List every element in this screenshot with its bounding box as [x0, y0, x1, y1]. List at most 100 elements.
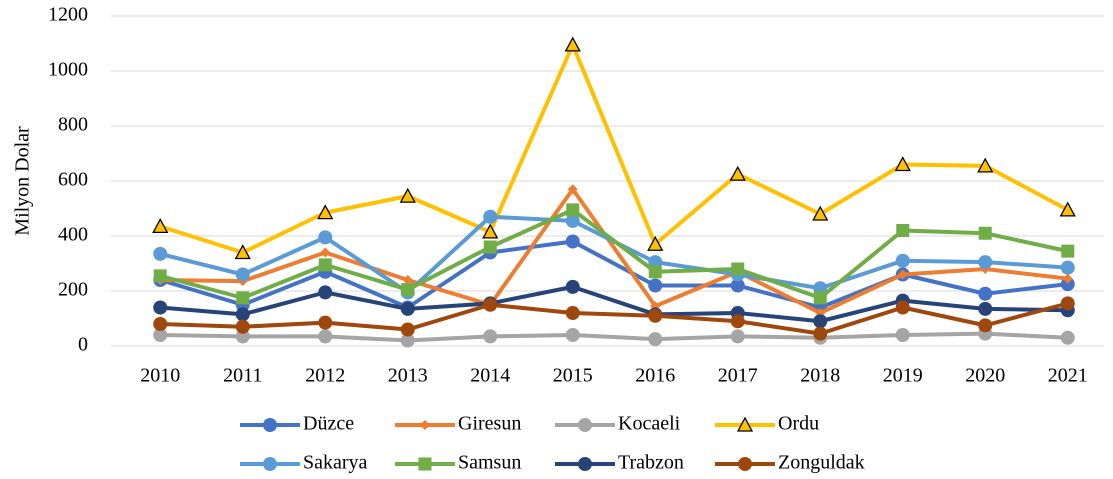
data-point	[153, 317, 168, 331]
data-point	[894, 156, 911, 172]
y-tick-label: 600	[58, 169, 88, 191]
legend-marker	[420, 420, 430, 430]
data-point	[318, 329, 333, 344]
data-point	[1060, 260, 1075, 275]
data-point	[648, 308, 663, 323]
legend-label: Düzce	[303, 413, 354, 435]
data-point	[1060, 330, 1075, 345]
data-point	[152, 218, 169, 234]
data-point	[895, 253, 910, 268]
data-point	[565, 328, 580, 342]
legend-label: Giresun	[458, 413, 521, 435]
data-point	[318, 258, 332, 272]
legend-marker	[736, 416, 754, 432]
data-point	[399, 187, 416, 203]
data-point	[402, 275, 413, 285]
data-point	[895, 300, 910, 315]
data-point	[318, 285, 333, 300]
data-point	[730, 314, 745, 329]
series-line	[159, 239, 1068, 310]
data-point	[730, 278, 745, 293]
legend-marker	[738, 457, 752, 471]
legend-label: Sakarya	[303, 452, 368, 474]
y-tick-label: 800	[58, 114, 88, 136]
series-line	[160, 331, 1068, 343]
x-tick-label: 2011	[223, 365, 262, 387]
x-tick-label: 2020	[965, 365, 1005, 387]
legend-label: Zonguldak	[778, 452, 865, 474]
x-tick-label: 2012	[305, 365, 345, 387]
x-tick-label: 2014	[470, 365, 510, 387]
legend-marker	[263, 457, 277, 471]
x-tick-label: 2010	[140, 365, 180, 387]
data-point	[978, 226, 992, 240]
y-tick-label: 1200	[48, 4, 88, 26]
data-point	[153, 246, 168, 261]
y-axis-label: Milyon Dolar	[12, 126, 34, 236]
x-tick-label: 2017	[718, 365, 758, 387]
data-point	[813, 291, 827, 305]
data-point	[1059, 201, 1076, 217]
data-point	[234, 244, 251, 260]
data-point	[400, 333, 415, 348]
data-point	[895, 328, 910, 342]
y-tick-label: 1000	[48, 59, 88, 81]
data-point	[647, 235, 664, 251]
data-point	[1060, 296, 1075, 311]
data-point	[235, 307, 250, 322]
data-point	[648, 332, 663, 347]
data-point	[565, 213, 580, 228]
data-point	[977, 157, 994, 173]
data-point	[235, 329, 250, 344]
data-point	[648, 265, 662, 279]
x-tick-label: 2019	[883, 365, 923, 387]
y-tick-label: 400	[58, 224, 88, 246]
data-point	[400, 301, 415, 316]
data-point	[235, 267, 250, 282]
data-point	[235, 319, 250, 334]
data-point	[731, 262, 745, 276]
data-point	[565, 234, 580, 249]
data-point	[730, 329, 745, 344]
data-point	[648, 278, 663, 293]
y-tick-label: 200	[58, 279, 88, 301]
legend-label: Trabzon	[618, 452, 684, 474]
x-tick-label: 2013	[388, 365, 428, 387]
data-point	[483, 297, 498, 312]
x-tick-label: 2016	[635, 365, 675, 387]
legend-label: Samsun	[458, 452, 521, 474]
legend-marker	[578, 457, 592, 471]
series-line	[159, 42, 1069, 255]
data-point	[1061, 244, 1075, 258]
data-point	[236, 291, 250, 305]
data-point	[897, 269, 908, 280]
series-line	[160, 187, 1068, 315]
data-point	[813, 326, 828, 341]
data-point	[401, 283, 415, 297]
data-point	[896, 224, 910, 237]
data-point	[812, 205, 829, 221]
data-point	[153, 328, 168, 342]
data-point	[153, 300, 168, 315]
data-point	[153, 269, 167, 283]
data-point	[564, 36, 581, 52]
legend-marker	[418, 457, 432, 471]
data-point	[978, 301, 993, 316]
data-point	[567, 184, 578, 195]
legend-label: Kocaeli	[618, 413, 681, 435]
series-line	[160, 301, 1069, 336]
x-tick-label: 2015	[553, 365, 593, 387]
data-point	[483, 209, 498, 224]
data-point	[566, 203, 580, 217]
data-point	[1060, 277, 1075, 292]
data-point	[565, 306, 580, 320]
data-point	[317, 204, 334, 220]
data-point	[318, 315, 333, 330]
x-tick-label: 2021	[1048, 365, 1088, 387]
data-point	[729, 165, 746, 181]
data-point	[400, 322, 415, 337]
data-point	[978, 318, 993, 333]
data-point	[482, 223, 499, 239]
x-tick-label: 2018	[800, 365, 840, 387]
